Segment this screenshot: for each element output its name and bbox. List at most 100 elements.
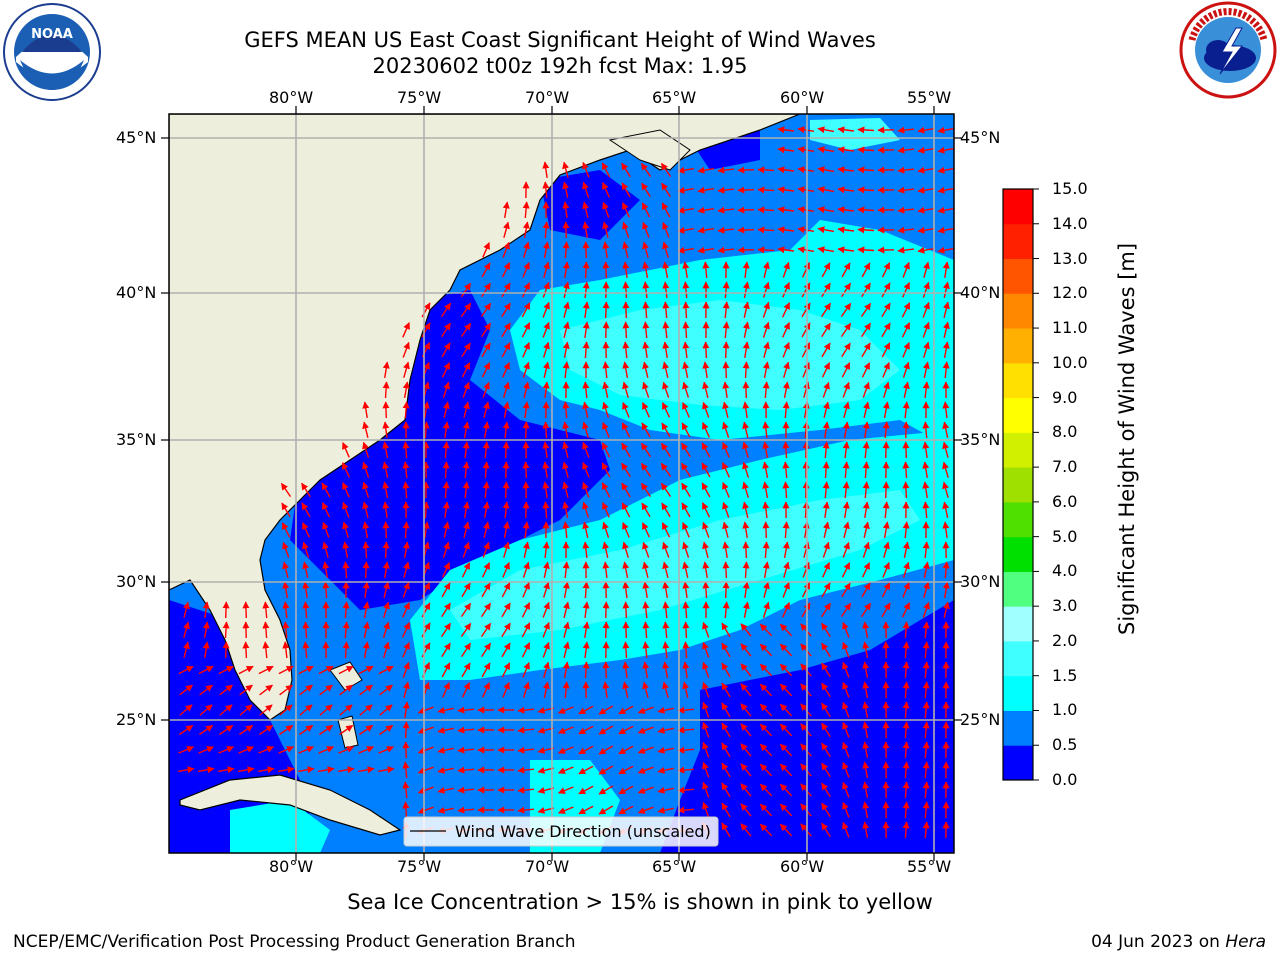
colorbar-segment [1003,571,1033,607]
wave-direction-arrow [702,581,710,599]
wave-direction-arrow [800,783,812,797]
wave-direction-arrow [737,166,755,174]
wave-direction-arrow [622,641,630,659]
wave-direction-arrow [542,281,550,298]
wave-direction-arrow [762,421,770,439]
wave-direction-arrow [437,766,454,774]
wave-direction-arrow [481,282,491,298]
wave-direction-arrow [897,126,915,134]
wave-direction-arrow [637,806,654,814]
wave-direction-arrow [881,342,891,358]
wave-direction-arrow [582,201,589,218]
latitude-label: 25°N [960,710,1001,729]
wave-direction-arrow [279,724,294,736]
wave-direction-arrow [682,561,690,578]
wave-direction-arrow [862,681,870,699]
wave-direction-arrow [417,746,434,754]
wave-direction-arrow [502,241,510,258]
wave-direction-arrow [821,702,831,718]
wave-direction-arrow [661,202,671,218]
wave-direction-arrow [917,246,935,254]
wave-direction-arrow [857,146,875,154]
wave-direction-arrow [917,206,935,214]
graticule [169,114,954,853]
wave-direction-arrow [762,441,770,459]
wave-direction-arrow [522,421,530,439]
wave-direction-arrow [402,801,410,819]
footer-date: 04 Jun 2023 on Hera [1091,932,1266,952]
wave-direction-arrow [797,186,815,194]
wave-direction-arrow [862,661,870,679]
colorbar-tick-label: 10.0 [1052,352,1088,372]
wave-direction-arrow [622,321,630,339]
wave-direction-arrow [682,601,690,619]
wave-direction-arrow [442,481,450,499]
wave-direction-arrow [362,481,370,498]
wave-direction-arrow [402,781,410,799]
wave-direction-arrow [179,684,193,696]
wave-direction-arrow [717,166,734,174]
wave-direction-arrow [861,582,871,598]
wave-direction-arrow [622,281,630,299]
wave-direction-arrow [362,461,370,478]
wave-direction-arrow [382,541,390,559]
wave-direction-arrow [382,461,390,478]
wave-direction-arrow [721,622,731,638]
wave-direction-arrow [923,341,930,358]
wave-direction-arrow [642,661,650,679]
wave-direction-arrow [942,341,950,359]
wave-direction-arrow [701,462,711,478]
wave-direction-arrow [259,724,274,736]
wave-direction-arrow [917,186,935,194]
wave-direction-arrow [661,522,671,538]
wave-direction-arrow [219,724,234,736]
wave-direction-arrow [682,541,690,558]
wave-direction-arrow [602,301,610,319]
wave-direction-arrow [437,706,454,714]
wave-direction-arrow [198,746,215,754]
wave-direction-arrow [338,746,355,754]
latitude-label: 35°N [116,430,157,449]
wave-direction-arrow [282,621,290,639]
wave-direction-arrow [861,282,871,298]
wave-direction-arrow [321,482,331,498]
wave-direction-arrow [259,704,273,716]
wave-direction-arrow [702,401,710,418]
low-wave-region [290,290,610,610]
wave-direction-arrow [841,562,851,578]
wave-direction-arrow [502,561,510,578]
wave-direction-arrow [502,521,510,539]
wave-direction-arrow [402,401,410,419]
wave-direction-arrow [382,421,390,438]
wave-direction-arrow [937,226,954,234]
colorbar-segment [1003,397,1033,433]
wave-direction-arrow [598,745,614,755]
wave-direction-arrow [582,641,590,658]
wave-direction-arrow [902,282,910,298]
wave-direction-arrow [621,482,631,498]
land-maritimes [608,129,691,171]
wave-direction-arrow [441,642,451,658]
wave-direction-arrow [782,282,790,298]
wave-direction-arrow [657,706,674,714]
wave-direction-arrow [602,561,610,578]
wave-direction-arrow [682,381,690,398]
colorbar-segment [1003,223,1033,260]
colorbar-segment [1003,362,1033,399]
wave-direction-arrow [740,643,752,657]
wave-direction-arrow [922,321,930,338]
wave-direction-arrow [622,521,630,538]
wave-direction-arrow [857,206,875,214]
wave-direction-arrow [842,721,850,738]
wave-direction-arrow [821,802,831,818]
wave-direction-arrow [902,781,910,799]
wave-direction-arrow [841,342,851,358]
wave-direction-arrow [437,746,454,754]
wave-direction-arrow [740,703,752,717]
wave-direction-arrow [942,561,950,579]
land-bahamas [337,715,359,749]
wave-direction-arrow [502,401,510,418]
wave-direction-arrow [923,261,930,278]
wave-direction-arrow [882,421,890,439]
latitude-label: 30°N [116,572,157,591]
